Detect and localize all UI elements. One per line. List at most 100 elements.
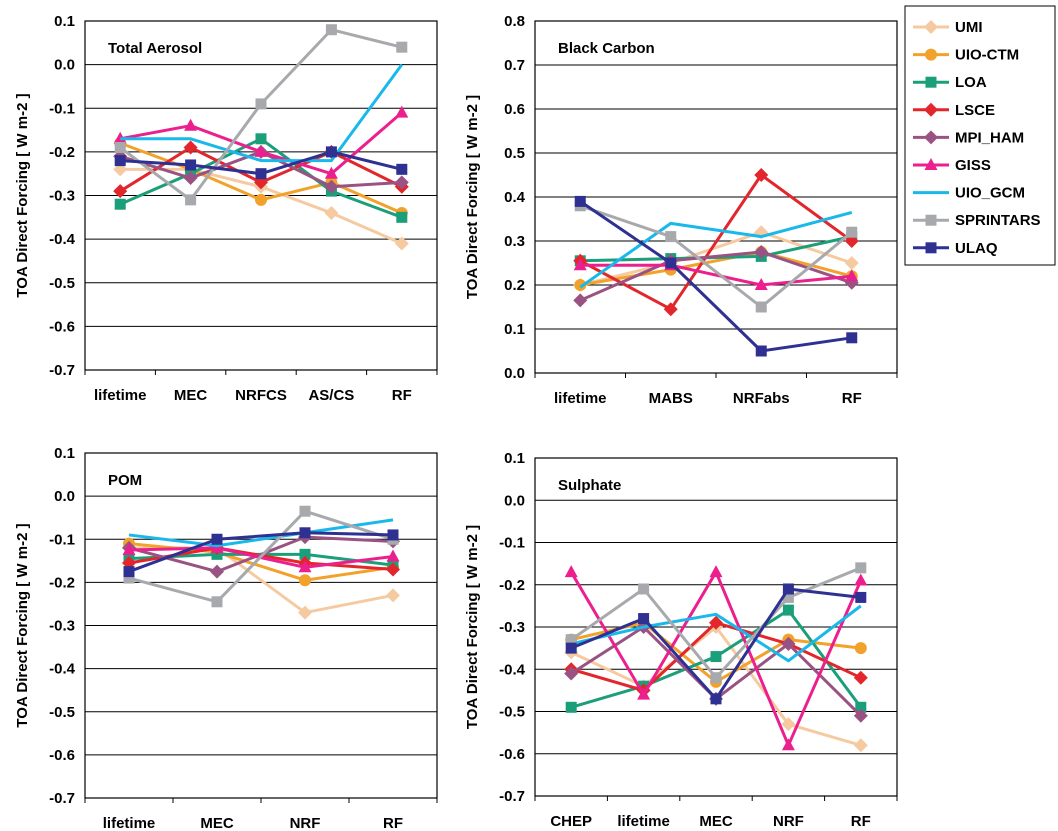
x-tick-label: MABS [649, 390, 693, 407]
data-point [854, 573, 868, 586]
data-point [386, 562, 400, 577]
x-tick-label: lifetime [103, 815, 156, 831]
data-point [114, 155, 126, 167]
data-point [211, 596, 223, 608]
x-tick-label: RF [383, 815, 403, 831]
panel-title: POM [108, 472, 142, 489]
legend-item: MPI_HAM [913, 129, 1024, 146]
data-point [396, 211, 408, 223]
data-point [184, 118, 198, 131]
x-tick-label: MEC [200, 815, 234, 831]
legend-marker [924, 130, 938, 145]
data-point [781, 717, 796, 732]
data-point [845, 269, 859, 282]
data-point [574, 279, 587, 291]
data-point [754, 278, 768, 290]
data-point [387, 529, 399, 541]
series-line [579, 210, 853, 289]
data-point [638, 613, 650, 625]
y-tick-label: -0.1 [49, 100, 75, 117]
y-tick-label: -0.6 [49, 318, 75, 335]
x-tick-label: RF [842, 390, 862, 407]
data-point [255, 168, 267, 180]
series-uio-gcm [579, 210, 853, 289]
data-point [299, 527, 311, 539]
series-ulaq [574, 195, 858, 357]
legend-item: SPRINTARS [913, 212, 1041, 229]
data-point [564, 666, 579, 681]
chart-panel: 0.1 0.0 -0.1 -0.2 -0.3 -0.4 -0.5 -0.6 -0.7 lifeti… [14, 13, 438, 404]
data-point [782, 583, 794, 595]
data-point [665, 231, 677, 243]
data-point [299, 505, 311, 517]
x-tick-label: RF [392, 387, 412, 404]
data-point [853, 708, 868, 723]
data-point [846, 332, 858, 344]
data-point [185, 159, 197, 171]
legend-label: LSCE [955, 102, 995, 119]
data-point [853, 670, 868, 685]
chart-panel: 0.1 0.0 -0.1 -0.2 -0.3 -0.4 -0.5 -0.6 -0.7 CHEP li… [464, 450, 898, 830]
legend: UMI UIO-CTM LOA LSCE MPI_HAM GISS UIO_GCM SPRIN… [904, 5, 1056, 266]
legend-item: GISS [913, 157, 991, 174]
data-point [394, 236, 409, 251]
legend-label: MPI_HAM [955, 129, 1024, 146]
y-tick-label: 0.1 [54, 13, 75, 30]
chart-panel: 0.1 0.0 -0.1 -0.2 -0.3 -0.4 -0.5 -0.6 -0.7 lifeti… [14, 445, 438, 831]
series-line [120, 63, 404, 163]
data-point [183, 140, 198, 155]
y-axis-label: TOA Direct Forcing [ W m-2 ] [14, 523, 31, 727]
x-tick-label: lifetime [94, 387, 147, 404]
data-point [565, 634, 577, 646]
data-point [846, 226, 858, 238]
data-point [185, 194, 197, 206]
data-point [324, 205, 339, 220]
y-axis-label: TOA Direct Forcing [ W m-2 ] [14, 93, 31, 297]
legend-marker [925, 242, 937, 254]
y-axis-label: TOA Direct Forcing [ W m-2 ] [464, 525, 481, 729]
y-tick-label: -0.4 [49, 661, 76, 678]
y-tick-label: -0.7 [499, 788, 525, 805]
data-point [210, 564, 224, 579]
y-tick-label: -0.1 [49, 531, 75, 548]
legend-label: UIO-CTM [955, 47, 1019, 64]
legend-label: GISS [955, 157, 991, 174]
data-point [113, 184, 128, 199]
legend-label: UIO_GCM [955, 185, 1025, 202]
data-point [255, 193, 267, 206]
y-axis-label: TOA Direct Forcing [ W m-2 ] [464, 95, 481, 299]
data-point [395, 105, 409, 118]
x-tick-label: lifetime [554, 390, 607, 407]
data-point [710, 693, 722, 705]
data-point [854, 642, 867, 655]
data-point [396, 41, 408, 53]
y-tick-label: 0.4 [504, 189, 526, 206]
series-sprintars [565, 562, 867, 684]
data-point [855, 591, 867, 603]
data-point [855, 701, 867, 713]
legend-marker [924, 102, 938, 117]
plot-frame [84, 20, 438, 371]
y-tick-label: -0.3 [49, 618, 75, 635]
data-point [709, 615, 723, 630]
legend-item: ULAQ [913, 240, 998, 257]
y-tick-label: 0.3 [504, 233, 525, 250]
data-point [255, 133, 267, 145]
legend-marker [925, 76, 937, 88]
data-point [663, 302, 678, 317]
series-uio-gcm [120, 63, 404, 163]
legend-label: SPRINTARS [955, 212, 1041, 229]
y-tick-label: 0.0 [54, 488, 75, 505]
data-point [298, 560, 312, 573]
y-tick-label: 0.2 [504, 277, 525, 294]
y-tick-label: -0.6 [49, 747, 75, 764]
data-point [844, 256, 859, 270]
y-tick-label: -0.7 [49, 790, 75, 807]
x-tick-label: CHEP [550, 813, 592, 830]
y-tick-label: -0.3 [499, 619, 525, 636]
series-lsce [573, 168, 859, 317]
data-point [573, 293, 588, 308]
y-tick-label: -0.4 [49, 231, 76, 248]
data-point [781, 738, 795, 751]
